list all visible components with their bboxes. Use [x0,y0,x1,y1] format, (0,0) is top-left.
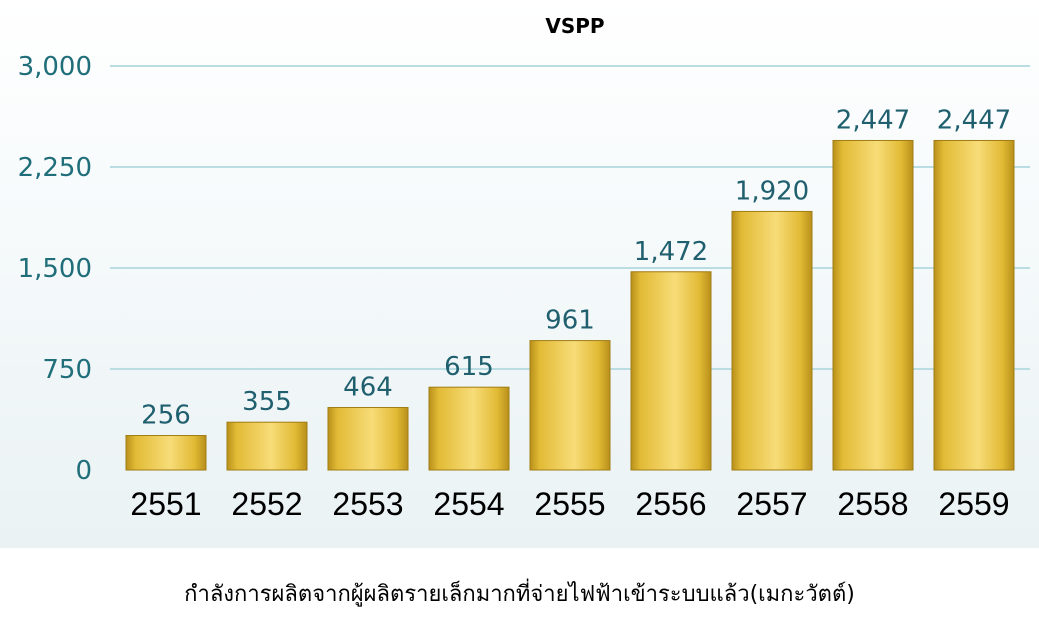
x-axis-label: กำลังการผลิตจากผู้ผลิตรายเล็กมากที่จ่ายไ… [184,582,855,607]
data-label: 355 [242,387,292,417]
data-label: 615 [444,352,494,382]
x-tick-label: 2556 [635,486,706,522]
bar [933,139,1015,471]
x-tick-label: 2553 [332,486,403,522]
x-tick-label: 2551 [130,486,201,522]
bar [125,435,207,471]
data-label: 2,447 [836,105,910,135]
bar [226,421,308,471]
x-tick-label: 2552 [231,486,302,522]
y-tick-label: 3,000 [18,52,92,82]
x-tick-label: 2559 [938,486,1009,522]
x-tick-label: 2557 [736,486,807,522]
y-tick-label: 0 [75,456,92,486]
x-tick-label: 2558 [837,486,908,522]
data-label: 1,472 [634,237,708,267]
bar [529,340,611,471]
x-tick-label: 2555 [534,486,605,522]
bar [630,271,712,471]
data-label: 256 [141,401,191,431]
bar [428,386,510,471]
data-label: 961 [545,306,595,336]
y-tick-label: 2,250 [18,153,92,183]
bar [327,407,409,471]
bar [832,139,914,471]
bar [731,210,813,471]
data-label: 464 [343,373,393,403]
chart-title: VSPP [545,14,605,38]
data-label: 2,447 [937,105,1011,135]
y-tick-label: 1,500 [18,254,92,284]
x-tick-label: 2554 [433,486,504,522]
data-label: 1,920 [735,176,809,206]
y-tick-label: 750 [42,355,92,385]
